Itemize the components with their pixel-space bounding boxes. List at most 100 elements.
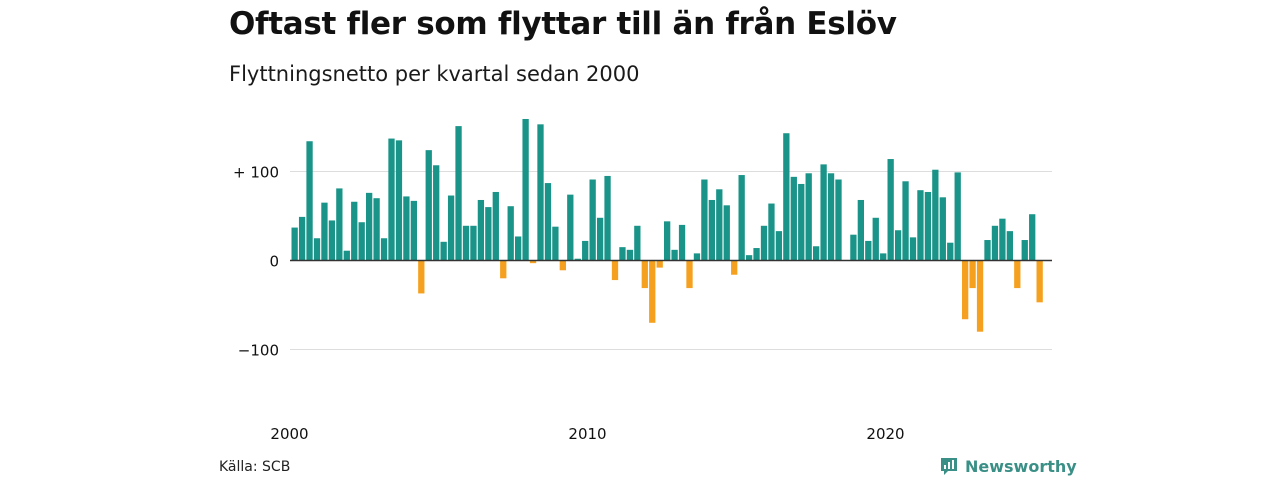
bar xyxy=(373,198,380,261)
bar xyxy=(313,238,321,261)
bar xyxy=(716,189,723,261)
bar xyxy=(589,179,596,261)
bar xyxy=(1021,240,1028,261)
bar xyxy=(358,222,365,261)
y-tick-label: −100 xyxy=(238,342,279,360)
x-tick-label: 2000 xyxy=(270,425,308,443)
bar xyxy=(880,253,887,261)
chart-title: Oftast fler som flyttar till än från Esl… xyxy=(229,6,897,42)
bar xyxy=(664,221,671,261)
bar xyxy=(1036,260,1043,303)
bar xyxy=(924,191,932,261)
axis-layer: + 100 0 −100 2000 2010 2020 xyxy=(233,164,1052,443)
bar xyxy=(574,258,581,261)
bar xyxy=(827,173,835,261)
bar xyxy=(455,126,462,261)
bar xyxy=(835,179,842,261)
bar xyxy=(641,260,648,289)
bar xyxy=(954,172,961,261)
bar xyxy=(366,192,373,261)
bar xyxy=(343,250,350,261)
bar xyxy=(321,202,328,261)
bar xyxy=(447,195,455,261)
bar xyxy=(500,260,507,279)
bar xyxy=(604,175,611,261)
bar xyxy=(991,225,999,261)
x-tick-label: 2020 xyxy=(866,425,904,443)
bar xyxy=(984,240,991,261)
bar xyxy=(626,249,634,261)
bar xyxy=(932,169,939,261)
bar xyxy=(872,217,879,261)
bar xyxy=(351,201,358,261)
bar xyxy=(1006,231,1013,261)
bar xyxy=(537,124,544,261)
bar xyxy=(678,224,686,261)
bar xyxy=(805,173,812,261)
bar xyxy=(470,225,477,261)
bar xyxy=(462,225,470,261)
bar xyxy=(485,207,492,261)
bar xyxy=(671,249,678,261)
bar xyxy=(731,260,738,275)
bar xyxy=(619,247,626,261)
bar xyxy=(857,199,864,261)
bar xyxy=(425,150,432,261)
bar xyxy=(760,225,768,261)
chart-subtitle: Flyttningsnetto per kvartal sedan 2000 xyxy=(229,62,640,86)
bar xyxy=(783,133,790,261)
bar xyxy=(380,238,388,261)
grid-layer xyxy=(290,171,1052,350)
bar xyxy=(775,231,783,261)
bar xyxy=(477,199,485,261)
bar xyxy=(529,260,537,264)
bar xyxy=(507,206,514,261)
bar xyxy=(649,260,656,323)
bar xyxy=(753,248,760,261)
bar xyxy=(656,260,663,268)
bar xyxy=(559,260,566,271)
bar xyxy=(403,196,410,261)
bar xyxy=(865,240,872,261)
bar xyxy=(917,190,924,261)
bar xyxy=(947,242,954,261)
bar xyxy=(544,183,552,261)
brand-logo[interactable]: Newsworthy xyxy=(939,456,1077,476)
bar xyxy=(999,218,1006,261)
bar xyxy=(894,230,902,261)
bar xyxy=(1029,214,1036,261)
bar xyxy=(976,260,984,332)
bar xyxy=(418,260,425,294)
bar xyxy=(291,227,298,261)
bar xyxy=(723,205,730,261)
bar xyxy=(909,237,917,261)
bar xyxy=(634,225,641,261)
bar xyxy=(1014,260,1021,289)
bar xyxy=(596,217,604,261)
bar xyxy=(395,140,403,261)
bar xyxy=(820,164,827,261)
bar xyxy=(969,260,976,289)
y-tick-label: 0 xyxy=(269,253,279,271)
bar xyxy=(515,236,522,261)
bar xyxy=(686,260,693,289)
bar xyxy=(440,241,447,261)
bars-layer xyxy=(291,118,1043,332)
bar xyxy=(813,246,820,261)
bar xyxy=(850,234,857,261)
x-tick-label: 2010 xyxy=(568,425,606,443)
bar xyxy=(492,191,499,261)
bar xyxy=(328,220,336,261)
bar xyxy=(567,194,574,261)
bar xyxy=(701,179,708,261)
y-tick-label: + 100 xyxy=(233,164,279,182)
bar xyxy=(552,226,559,261)
bar xyxy=(768,203,775,261)
bar xyxy=(902,181,909,261)
bar xyxy=(887,159,894,261)
bar xyxy=(522,118,529,261)
bar xyxy=(745,255,753,261)
bar xyxy=(611,260,619,281)
bar xyxy=(410,200,417,261)
